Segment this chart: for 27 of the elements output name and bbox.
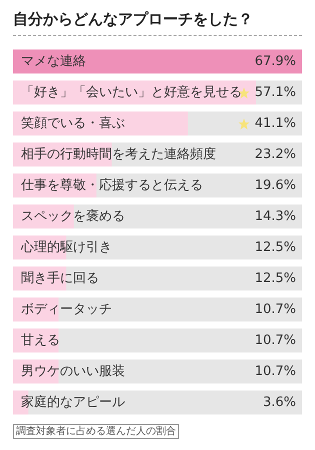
data-label: 3.6% (262, 395, 296, 410)
data-label: 10.7% (254, 364, 296, 379)
bar (13, 204, 74, 228)
y-tick-label: マメな連絡 (21, 54, 86, 69)
chart-title: 自分からどんなアプローチをした？ (13, 10, 302, 36)
y-tick-label: 相手の行動時間を考えた連絡頻度 (21, 146, 216, 162)
y-tick-label: スペックを褒める (21, 208, 125, 224)
data-label: 12.5% (254, 271, 296, 286)
data-label: 12.5% (254, 240, 296, 255)
data-label: 67.9% (254, 54, 296, 69)
y-tick-label: 家庭的なアピール (21, 394, 125, 410)
data-label: 14.3% (254, 209, 296, 224)
y-tick-label: 「好き」「会いたい」と好意を見せる (21, 85, 242, 100)
y-tick-label: 聞き手に回る (21, 271, 99, 286)
y-tick-label: 笑顔でいる・喜ぶ (21, 116, 125, 131)
y-tick-label: 仕事を尊敬・応援すると伝える (20, 177, 203, 193)
y-tick-label: 心理的駆け引き (20, 239, 112, 255)
y-tick-label: ボディータッチ (21, 302, 112, 317)
data-label: 23.2% (254, 147, 296, 162)
data-label: 19.6% (254, 178, 296, 193)
data-label: 10.7% (254, 333, 296, 348)
text: 調査対象者に占める選んだ人の割合 (13, 424, 179, 439)
y-tick-label: 男ウケのいい服装 (21, 364, 125, 379)
data-label: 10.7% (254, 302, 296, 317)
y-tick-label: 甘える (21, 333, 60, 348)
data-label: 41.1% (254, 116, 296, 131)
data-label: 57.1% (254, 85, 296, 100)
